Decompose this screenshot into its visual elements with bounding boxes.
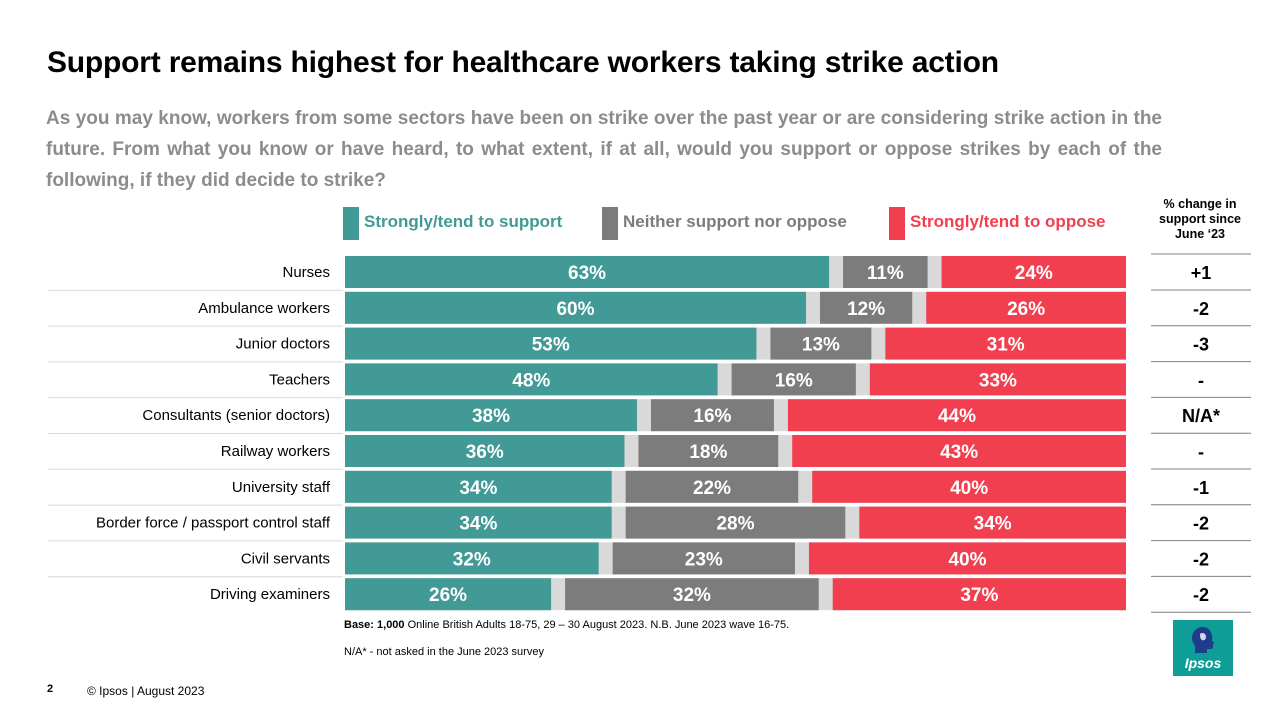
bar-segment-oppose (926, 291, 1126, 324)
data-label-oppose: 26% (1007, 299, 1045, 320)
change-value: -2 (1193, 549, 1209, 569)
footnote-na: N/A* - not asked in the June 2023 survey (344, 646, 544, 658)
data-label-support: 53% (532, 335, 570, 356)
change-value: -3 (1193, 335, 1209, 355)
bar-segment-neither (770, 327, 872, 360)
change-value: -2 (1193, 299, 1209, 319)
category-label: Consultants (senior doctors) (142, 407, 330, 424)
change-column-header: % change in support since June ‘23 (1159, 197, 1241, 241)
data-label-oppose: 43% (940, 442, 978, 463)
bar-segment-oppose (885, 327, 1126, 360)
bar-segment-oppose (787, 399, 1126, 432)
legend-swatch-neither (602, 207, 618, 240)
change-value: - (1198, 370, 1204, 390)
bar-segment-support (345, 435, 625, 467)
data-label-support: 34% (459, 478, 497, 499)
bar-segment-neither (638, 435, 779, 467)
data-label-support: 34% (459, 514, 497, 535)
data-label-neither: 16% (693, 406, 731, 427)
bar-segment-neither (650, 399, 774, 432)
category-label: Nurses (282, 264, 330, 281)
change-value: -2 (1193, 585, 1209, 605)
data-label-oppose: 33% (979, 370, 1017, 391)
data-label-neither: 18% (689, 442, 727, 463)
data-label-support: 60% (556, 299, 594, 320)
data-label-oppose: 40% (948, 549, 986, 570)
data-label-support: 38% (472, 406, 510, 427)
data-label-support: 36% (466, 442, 504, 463)
category-label: Teachers (269, 371, 330, 388)
category-label: Railway workers (221, 443, 330, 460)
category-label: University staff (232, 479, 331, 496)
bar-segment-neither (731, 363, 856, 396)
change-value: -1 (1193, 478, 1209, 498)
ipsos-logo: Ipsos (1173, 620, 1233, 676)
data-label-support: 26% (429, 585, 467, 606)
bar-segment-support (345, 363, 718, 396)
bar-segment-support (345, 470, 612, 503)
data-label-oppose: 31% (987, 335, 1025, 356)
bar-segment-neither (612, 542, 795, 575)
data-label-oppose: 37% (960, 585, 998, 606)
bar-segment-oppose (808, 542, 1126, 575)
change-value: -2 (1193, 514, 1209, 534)
bar-segment-neither (565, 578, 819, 611)
data-label-neither: 28% (716, 514, 754, 535)
copyright-text: © Ipsos | August 2023 (87, 684, 205, 698)
data-label-neither: 23% (685, 549, 723, 570)
footnote-base-bold: Base: 1,000 (344, 619, 405, 631)
legend-label-oppose: Strongly/tend to oppose (910, 212, 1106, 231)
data-label-support: 63% (568, 263, 606, 284)
page-number: 2 (47, 683, 54, 695)
bar-segment-oppose (869, 363, 1126, 396)
data-label-oppose: 40% (950, 478, 988, 499)
data-label-support: 32% (453, 549, 491, 570)
data-label-neither: 11% (867, 263, 904, 284)
bar-segment-support (345, 506, 612, 539)
legend-swatch-oppose (889, 207, 905, 240)
footnote-base: Base: 1,000 Online British Adults 18-75,… (344, 619, 789, 631)
data-label-oppose: 34% (974, 514, 1012, 535)
bar-segment-oppose (792, 435, 1126, 467)
data-label-support: 48% (512, 370, 550, 391)
change-value: N/A* (1182, 406, 1220, 426)
change-value: +1 (1191, 263, 1212, 283)
bar-segment-neither (625, 506, 846, 539)
bar-segment-support (345, 291, 807, 324)
footnote-base-rest: Online British Adults 18-75, 29 – 30 Aug… (404, 619, 790, 631)
data-label-neither: 12% (847, 299, 885, 320)
bar-segment-neither (625, 470, 799, 503)
legend-swatch-support (343, 207, 359, 240)
data-label-neither: 13% (802, 335, 840, 356)
bar-segment-support (345, 256, 830, 288)
category-label: Civil servants (241, 550, 330, 567)
bar-segment-oppose (812, 470, 1126, 503)
change-value: - (1198, 442, 1204, 462)
bar-segment-neither (820, 291, 913, 324)
bar-segment-support (345, 399, 637, 432)
logo-head-icon (1192, 627, 1214, 653)
data-label-neither: 32% (673, 585, 711, 606)
logo-text: Ipsos (1184, 655, 1222, 671)
bar-segment-oppose (941, 256, 1126, 288)
legend-label-support: Strongly/tend to support (364, 212, 563, 231)
bar-segment-support (345, 578, 552, 611)
bar-segment-oppose (859, 506, 1126, 539)
bar-segment-neither (843, 256, 928, 288)
category-label: Border force / passport control staff (96, 515, 331, 532)
data-label-neither: 22% (693, 478, 731, 499)
bar-segment-oppose (832, 578, 1126, 611)
legend-label-neither: Neither support nor oppose (623, 212, 847, 231)
category-label: Ambulance workers (198, 300, 330, 317)
data-label-neither: 16% (775, 370, 813, 391)
category-label: Driving examiners (210, 586, 330, 603)
bar-segment-support (345, 327, 757, 360)
bar-segment-support (345, 542, 599, 575)
category-label: Junior doctors (236, 336, 330, 353)
survey-question: As you may know, workers from some secto… (46, 108, 1162, 191)
page-title: Support remains highest for healthcare w… (47, 46, 999, 79)
data-label-oppose: 44% (938, 406, 976, 427)
data-label-oppose: 24% (1015, 263, 1053, 284)
